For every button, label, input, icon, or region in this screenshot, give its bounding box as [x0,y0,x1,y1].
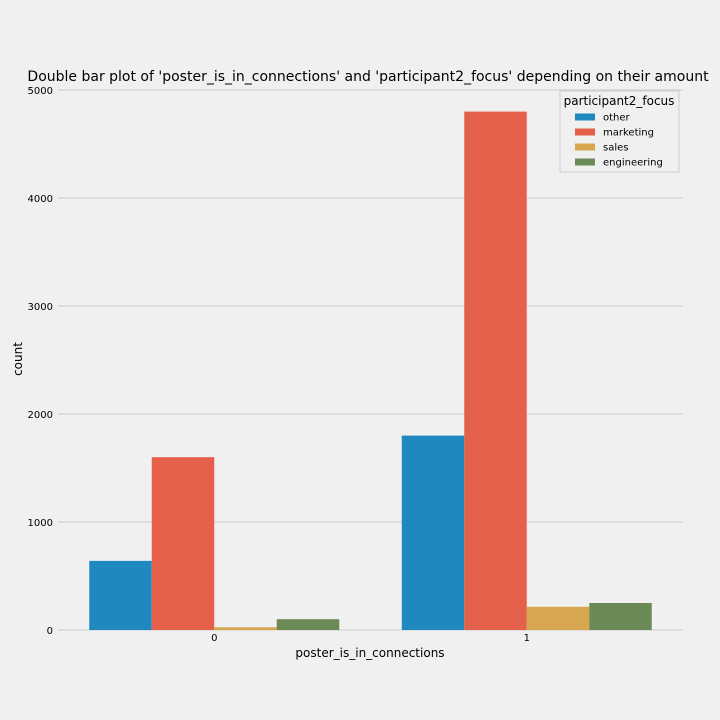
bar-engineering-0 [276,619,340,630]
bar-marketing-1 [464,111,527,631]
bar-engineering-1 [589,603,652,630]
legend: participant2_focus other marketing sales en… [559,90,680,173]
legend-title: participant2_focus [564,94,675,108]
y-tick-label: 2000 [28,410,53,421]
legend-swatch-marketing [575,128,595,136]
legend-label-marketing: marketing [603,128,654,139]
bar-marketing-0 [151,457,215,630]
legend-swatch-engineering [575,158,595,166]
legend-swatch-sales [575,143,595,151]
bar-other-1 [401,435,465,630]
chart-title: Double bar plot of 'poster_is_in_connect… [27,69,709,85]
bar-sales-1 [526,606,590,630]
legend-label-other: other [603,113,631,124]
x-tick-label: 1 [524,633,530,644]
legend-label-engineering: engineering [603,158,663,169]
legend-swatch-other [575,113,595,121]
y-tick-label: 4000 [28,194,53,205]
y-tick-label: 1000 [28,518,53,529]
y-tick-label: 0 [47,626,53,637]
y-tick-label: 3000 [28,302,53,313]
bar-sales-0 [214,627,277,630]
legend-label-sales: sales [603,143,628,154]
bar-other-0 [89,560,152,630]
y-tick-label: 5000 [28,86,53,97]
y-axis-label: count [11,342,25,376]
legend-items: other marketing sales engineering [575,113,663,169]
x-tick-label: 0 [211,633,217,644]
bars [89,111,652,631]
x-axis-label: poster_is_in_connections [295,646,444,660]
y-tick-labels: 0 1000 2000 3000 4000 5000 [28,86,53,637]
